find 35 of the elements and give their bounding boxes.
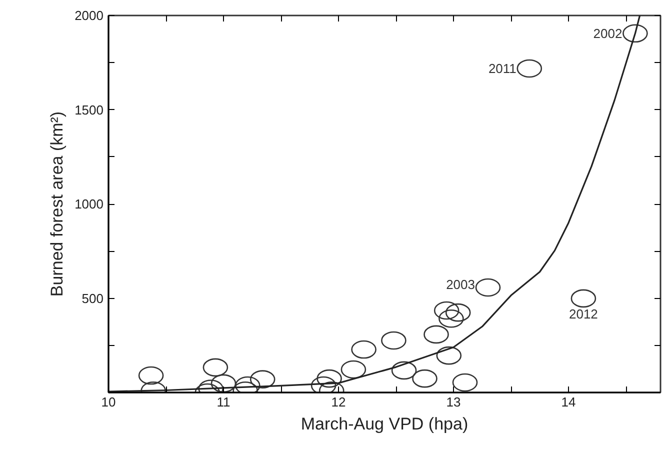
- y-tick-label: 1500: [74, 102, 104, 118]
- point: [351, 340, 376, 359]
- point: [424, 325, 449, 344]
- point: [452, 373, 478, 392]
- x-tick-label: 10: [101, 394, 116, 410]
- y-tick-label: 2000: [74, 8, 104, 23]
- x-tick-label: 11: [216, 394, 230, 410]
- annotation: 2012: [568, 306, 598, 322]
- point: [138, 366, 164, 385]
- annotation: 2011: [488, 60, 516, 76]
- point: [434, 301, 460, 320]
- point: [475, 278, 501, 297]
- y-axis-title: Burned forest area (km²): [48, 111, 67, 297]
- annotation: 2002: [593, 26, 622, 41]
- x-axis-title: March-Aug VPD (hpa): [300, 414, 468, 434]
- point: [210, 374, 236, 392]
- x-tick-label: 12: [331, 394, 346, 410]
- point: [391, 361, 417, 380]
- point: [340, 360, 366, 379]
- point: [438, 309, 464, 328]
- y-tick-label: 500: [82, 290, 104, 306]
- point: [250, 370, 276, 388]
- point: [202, 358, 228, 377]
- point: [436, 346, 462, 365]
- point: [381, 331, 406, 350]
- point: [570, 289, 596, 308]
- y-tick-label: 1000: [74, 196, 104, 212]
- x-tick-label: 14: [561, 394, 576, 410]
- x-tick-label: 13: [446, 394, 461, 410]
- point: [412, 369, 438, 388]
- point: [316, 369, 342, 388]
- annotation: 2003: [446, 277, 475, 292]
- point: [516, 59, 542, 78]
- point: [445, 303, 471, 322]
- point: [622, 24, 648, 43]
